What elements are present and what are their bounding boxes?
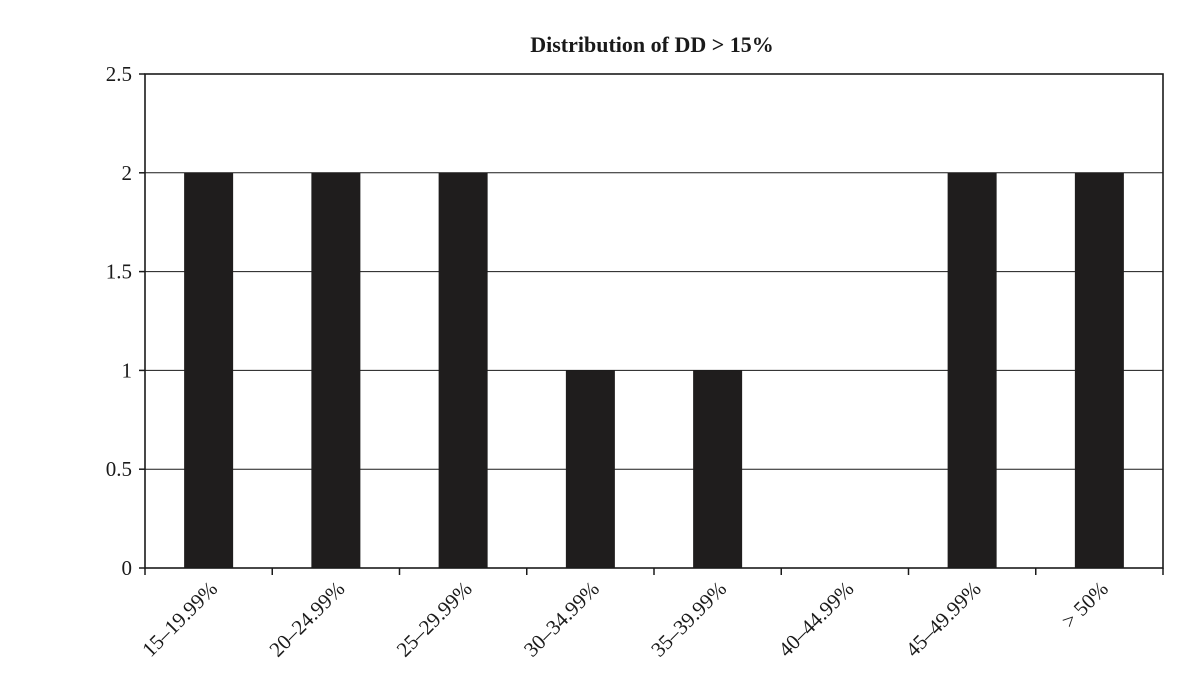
axes [139, 73, 1164, 575]
gridlines [145, 172, 1163, 470]
bar [438, 172, 488, 569]
x-tick-label: 40–44.99% [773, 577, 858, 662]
x-tick-label: 15–19.99% [137, 577, 222, 662]
x-tick-labels: 15–19.99% 20–24.99% 25–29.99% 30–34.99% 35–3… [137, 577, 1113, 662]
y-tick-label: 2.5 [106, 62, 132, 86]
x-tick-label: 25–29.99% [392, 577, 477, 662]
plot-frame [144, 73, 1164, 569]
bar [311, 172, 361, 569]
bar [565, 370, 615, 568]
x-tick-label: 45–49.99% [901, 577, 986, 662]
chart-title: Distribution of DD > 15% [530, 32, 774, 57]
x-tick-label: > 50% [1057, 577, 1113, 633]
bar [693, 370, 743, 568]
y-tick-label: 0 [122, 556, 133, 580]
bar [184, 172, 234, 569]
y-tick-label: 1.5 [106, 260, 132, 284]
y-tick-label: 0.5 [106, 457, 132, 481]
bars [184, 172, 1124, 569]
bar [947, 172, 997, 569]
y-tick-label: 2 [122, 161, 133, 185]
x-tick-label: 20–24.99% [264, 577, 349, 662]
y-tick-labels: 0 0.5 1 1.5 2 2.5 [106, 62, 132, 580]
x-tick-label: 35–39.99% [646, 577, 731, 662]
bar [1074, 172, 1124, 569]
x-tick-label: 30–34.99% [519, 577, 604, 662]
y-tick-label: 1 [122, 358, 133, 382]
